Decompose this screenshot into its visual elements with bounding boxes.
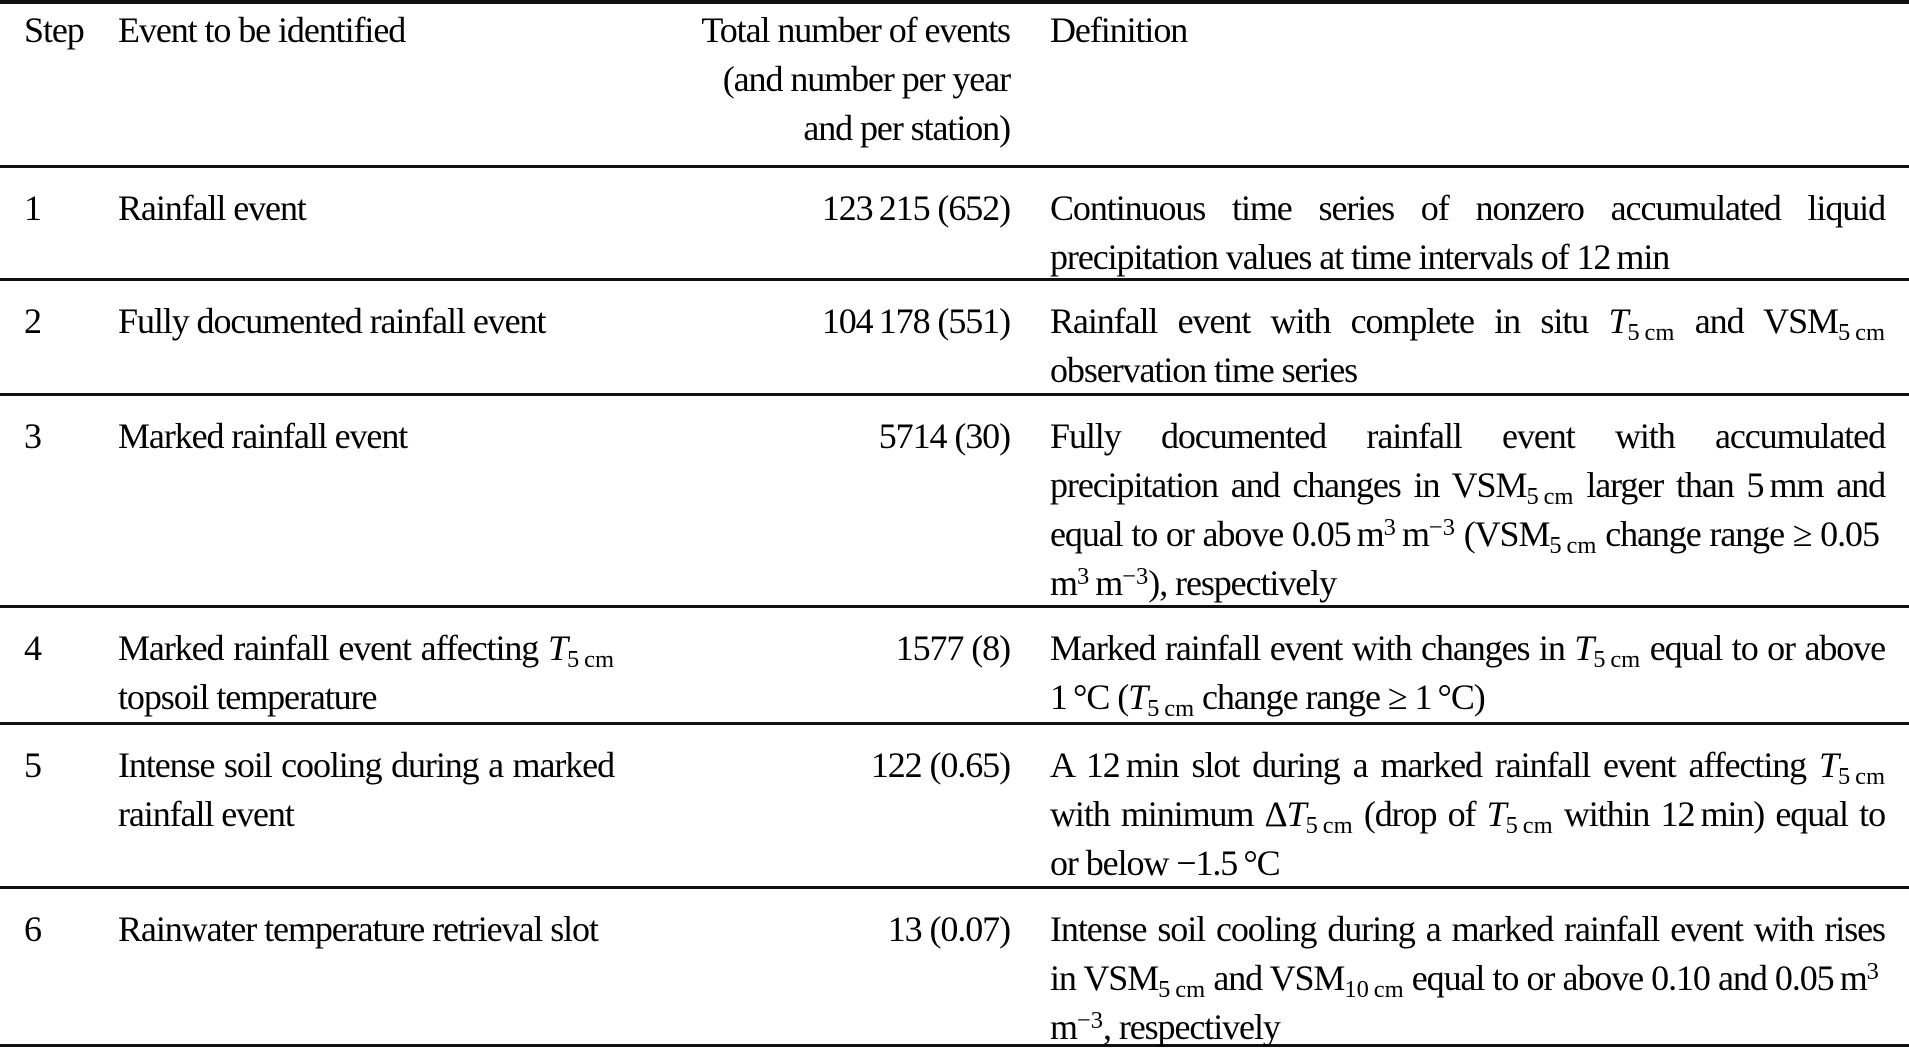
- event-cell: Marked rainfall event affecting T5 cm to…: [118, 628, 614, 717]
- column-header-count-line1: Total number of events: [701, 10, 1011, 50]
- step-cell: 2: [24, 301, 42, 341]
- event-cell: Fully documented rainfall event: [118, 301, 546, 341]
- event-cell: Intense soil cooling during a marked rai…: [118, 745, 615, 834]
- step-cell: 4: [24, 628, 42, 668]
- count-cell: 13 (0.07): [887, 909, 1011, 949]
- column-header-step: Step: [24, 10, 85, 50]
- definition-cell: A 12 min slot during a marked rainfall e…: [1050, 745, 1886, 883]
- column-header-count-line3: and per station): [803, 108, 1011, 148]
- definition-cell: Rainfall event with complete in situ T5 …: [1050, 301, 1886, 390]
- step-cell: 1: [24, 188, 42, 228]
- definition-cell: Continuous time series of nonzero accumu…: [1050, 188, 1886, 277]
- count-cell: 5714 (30): [878, 416, 1011, 456]
- count-cell: 122 (0.65): [870, 745, 1011, 785]
- column-header-definition: Definition: [1050, 10, 1188, 50]
- event-cell: Rainfall event: [118, 188, 307, 228]
- step-cell: 5: [24, 745, 42, 785]
- table-row: 3 Marked rainfall event 5714 (30) Fully …: [0, 393, 1909, 605]
- count-cell: 104 178 (551): [821, 301, 1011, 341]
- table-row: 5 Intense soil cooling during a marked r…: [0, 722, 1909, 886]
- definition-cell: Intense soil cooling during a marked rai…: [1050, 909, 1886, 1047]
- step-cell: 3: [24, 416, 42, 456]
- table-row: 4 Marked rainfall event affecting T5 cm …: [0, 605, 1909, 722]
- event-cell: Marked rainfall event: [118, 416, 408, 456]
- table-bottom-rule: [0, 1044, 1909, 1047]
- table-row: 6 Rainwater temperature retrieval slot 1…: [0, 886, 1909, 1047]
- definition-cell: Marked rainfall event with changes in T5…: [1050, 628, 1886, 722]
- table-header-row: Step Event to be identified Total number…: [0, 0, 1909, 165]
- event-cell: Rainwater temperature retrieval slot: [118, 909, 599, 949]
- column-header-event: Event to be identified: [118, 10, 406, 50]
- step-cell: 6: [24, 909, 42, 949]
- table-row: 2 Fully documented rainfall event 104 17…: [0, 278, 1909, 393]
- column-header-count-line2: (and number per year: [722, 59, 1011, 99]
- column-header-count: Total number of events (and number per y…: [620, 4, 1011, 165]
- definition-cell: Fully documented rainfall event with acc…: [1050, 416, 1886, 603]
- count-cell: 123 215 (652): [821, 188, 1011, 228]
- count-cell: 1577 (8): [895, 628, 1011, 668]
- table-row: 1 Rainfall event 123 215 (652) Continuou…: [0, 165, 1909, 278]
